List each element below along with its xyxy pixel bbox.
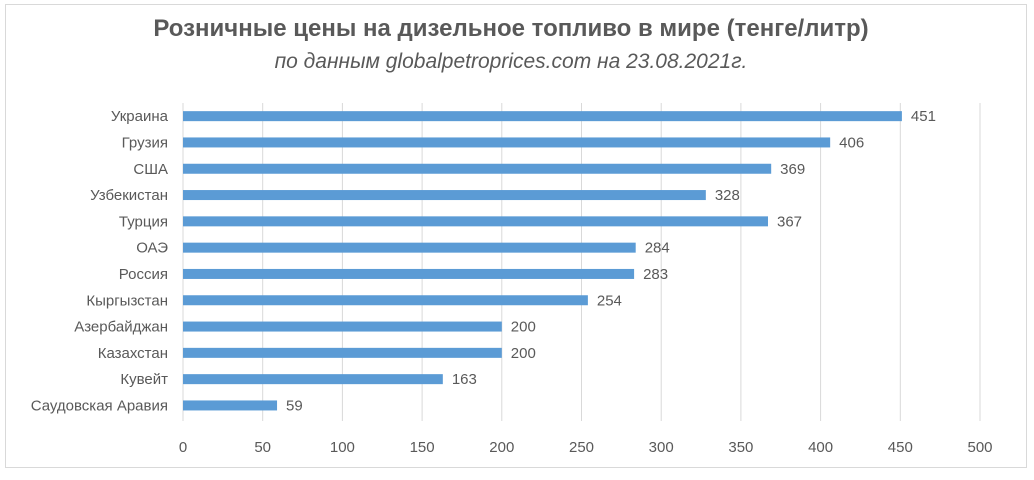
x-tick-label: 500 <box>967 439 992 456</box>
chart-subtitle: по данным globalpetroprices.com на 23.08… <box>274 50 748 73</box>
chart-frame <box>5 4 1027 468</box>
gridlines <box>182 103 981 421</box>
bar <box>183 111 902 122</box>
data-label: 367 <box>777 213 802 230</box>
category-label: Россия <box>119 266 168 283</box>
category-label: Украина <box>111 108 169 125</box>
category-label: Саудовская Аравия <box>31 397 168 414</box>
bar <box>183 321 502 332</box>
data-label: 283 <box>643 266 668 283</box>
category-label: Узбекистан <box>90 187 168 204</box>
category-label: Кувейт <box>120 371 168 388</box>
category-labels: Украина Грузия США Узбекистан Турция ОАЭ Росси… <box>31 108 169 414</box>
x-tick-label: 0 <box>179 439 187 456</box>
category-label: Кыргызстан <box>86 292 168 309</box>
data-label: 163 <box>452 371 477 388</box>
bars <box>183 111 902 411</box>
data-label: 200 <box>511 345 536 362</box>
bar <box>183 137 831 148</box>
chart-title: Розничные цены на дизельное топливо в ми… <box>153 15 869 42</box>
bar <box>183 347 502 358</box>
data-label: 406 <box>839 134 864 151</box>
data-label: 451 <box>911 108 936 125</box>
bar <box>183 216 768 227</box>
x-tick-label: 450 <box>888 439 913 456</box>
data-label: 254 <box>597 292 622 309</box>
x-tick-label: 50 <box>254 439 271 456</box>
value-labels: 451 406 369 328 367 284 283 254 200 200 163 59 <box>286 108 936 414</box>
bar <box>183 163 772 174</box>
x-tick-label: 200 <box>489 439 514 456</box>
bar <box>183 242 636 253</box>
category-label: Казахстан <box>98 345 168 362</box>
category-label: Грузия <box>122 134 168 151</box>
category-label: США <box>133 161 168 178</box>
x-tick-label: 300 <box>649 439 674 456</box>
x-tick-label: 350 <box>728 439 753 456</box>
bar <box>183 400 278 411</box>
data-label: 369 <box>780 161 805 178</box>
bar <box>183 268 635 279</box>
data-label: 284 <box>645 240 670 257</box>
bar <box>183 295 588 306</box>
category-label: Азербайджан <box>74 319 168 336</box>
data-label: 59 <box>286 397 303 414</box>
data-label: 200 <box>511 319 536 336</box>
data-label: 328 <box>715 187 740 204</box>
x-tick-label: 400 <box>808 439 833 456</box>
bar <box>183 374 443 385</box>
x-tick-label: 250 <box>569 439 594 456</box>
category-label: Турция <box>119 213 168 230</box>
x-tick-label: 100 <box>330 439 355 456</box>
category-label: ОАЭ <box>136 240 168 257</box>
x-axis-tick-labels: 0 50 100 150 200 250 300 350 400 450 500 <box>179 439 993 456</box>
x-tick-label: 150 <box>410 439 435 456</box>
bar <box>183 190 706 201</box>
